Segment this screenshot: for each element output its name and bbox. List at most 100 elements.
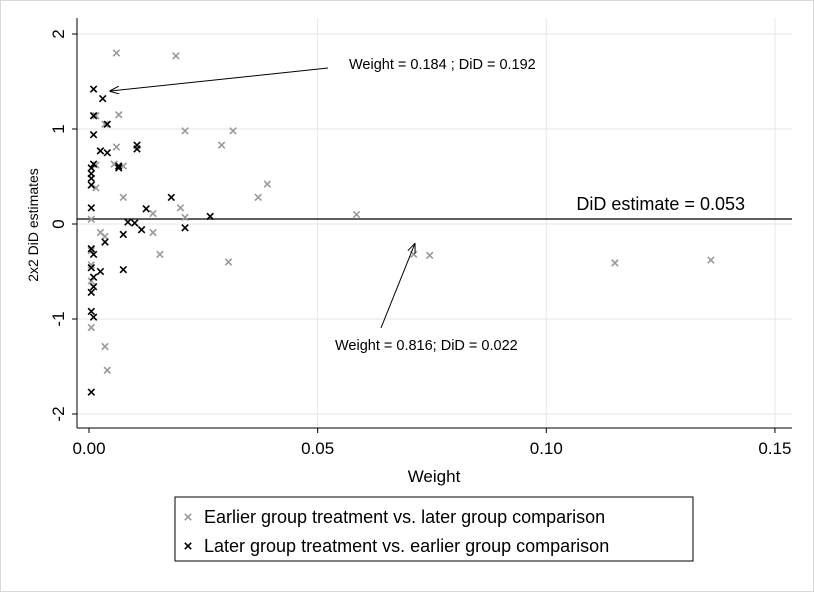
annotation-text-2: Weight = 0.816; DiD = 0.022 — [335, 338, 518, 354]
data-point-series-2 — [87, 181, 96, 189]
marker-stroke — [142, 205, 150, 213]
data-point-series-2 — [167, 193, 176, 202]
marker-stroke — [110, 160, 118, 168]
data-point-series-2 — [87, 204, 96, 212]
marker-stroke — [87, 263, 96, 272]
data-point-series-2 — [89, 273, 98, 281]
grid-layer — [77, 18, 792, 428]
marker-stroke — [181, 224, 189, 232]
data-point-series-2 — [87, 244, 96, 253]
marker-stroke — [96, 267, 105, 276]
data-point-series-2 — [103, 148, 112, 157]
y-tick-label: -2 — [49, 406, 68, 421]
marker-stroke — [425, 251, 434, 260]
marker-stroke — [130, 219, 139, 227]
data-point-series-2 — [89, 282, 98, 291]
marker-stroke — [87, 181, 96, 189]
marker-stroke — [229, 127, 237, 135]
data-point-series-2 — [137, 225, 146, 234]
x-tick-label: 0.10 — [530, 439, 563, 458]
legend-marker-1 — [184, 513, 192, 521]
marker-stroke — [181, 127, 189, 135]
y-tick-label: -1 — [49, 311, 68, 326]
marker-stroke — [409, 250, 418, 259]
marker-stroke — [101, 120, 109, 129]
data-point-series-1 — [172, 52, 180, 60]
annotation-arrow-2 — [380, 244, 415, 329]
data-point-series-2 — [103, 120, 112, 129]
legend-box — [174, 496, 694, 562]
data-point-series-2 — [124, 218, 132, 226]
y-axis-label: 2x2 DiD estimates — [25, 168, 41, 282]
y-tick-label: 0 — [49, 219, 68, 228]
data-point-series-2 — [206, 212, 214, 221]
marker-stroke — [87, 174, 96, 183]
data-point-series-2 — [87, 174, 96, 183]
marker-stroke — [103, 366, 112, 375]
data-point-series-1 — [92, 184, 100, 192]
marker-stroke — [119, 230, 128, 239]
marker-stroke — [217, 141, 226, 149]
marker-stroke — [133, 145, 141, 153]
did-estimate-label: DiD estimate = 0.053 — [576, 194, 745, 214]
annotations-layer: Weight = 0.184 ; DiD = 0.192 Weight = 0.8… — [110, 57, 536, 354]
marker-stroke — [98, 94, 107, 103]
marker-stroke — [89, 85, 98, 93]
marker-stroke — [181, 213, 189, 222]
marker-stroke — [114, 162, 123, 170]
data-point-series-1 — [101, 232, 109, 241]
marker-stroke — [89, 273, 98, 281]
marker-stroke — [149, 209, 157, 218]
marker-stroke — [124, 218, 132, 226]
marker-stroke — [96, 228, 105, 237]
marker-stroke — [119, 265, 128, 274]
marker-stroke — [87, 307, 96, 316]
data-point-series-2 — [96, 147, 105, 155]
plot-background — [77, 18, 792, 428]
annotation-arrow-1 — [110, 67, 329, 91]
marker-stroke — [89, 130, 98, 139]
marker-stroke — [254, 193, 262, 202]
marker-stroke — [89, 313, 98, 321]
marker-stroke — [156, 250, 164, 259]
data-point-series-1 — [611, 259, 619, 267]
marker-stroke — [87, 204, 96, 212]
axes-layer: -2 -1 0 1 2 0.00 0.05 0.10 0.15 DiD estimate = 0.… — [49, 18, 792, 458]
data-point-series-2 — [98, 94, 107, 103]
data-point-series-1 — [156, 250, 164, 259]
marker-stroke — [137, 225, 146, 234]
data-point-series-2 — [89, 313, 98, 321]
data-point-series-2 — [87, 263, 96, 272]
marker-stroke — [89, 111, 98, 120]
marker-stroke — [103, 148, 112, 157]
data-point-series-2 — [87, 388, 96, 396]
marker-stroke — [87, 164, 96, 172]
data-point-series-2 — [133, 145, 141, 153]
y-tick-label: 2 — [49, 29, 68, 38]
data-point-series-2 — [114, 162, 123, 170]
data-point-series-1 — [87, 323, 96, 332]
data-point-series-1 — [87, 215, 96, 224]
data-point-series-1 — [181, 213, 189, 222]
marker-stroke — [707, 256, 715, 264]
marker-stroke — [87, 261, 96, 269]
marker-stroke — [184, 513, 192, 521]
data-point-series-1 — [149, 209, 157, 218]
data-point-series-1 — [87, 246, 96, 255]
annotation-text-1: Weight = 0.184 ; DiD = 0.192 — [349, 57, 536, 73]
data-point-series-2 — [89, 160, 98, 168]
marker-stroke — [87, 288, 96, 297]
data-point-series-1 — [707, 256, 715, 264]
marker-stroke — [263, 180, 272, 188]
data-point-series-1 — [103, 366, 112, 375]
data-point-series-1 — [119, 193, 128, 202]
data-point-series-1 — [92, 111, 100, 120]
data-point-series-1 — [112, 143, 121, 151]
marker-stroke — [92, 184, 100, 192]
marker-stroke — [119, 193, 128, 202]
marker-stroke — [96, 147, 105, 155]
data-point-series-2 — [114, 164, 123, 172]
data-point-series-2 — [181, 224, 189, 232]
points-layer — [87, 49, 715, 396]
marker-stroke — [611, 259, 619, 267]
